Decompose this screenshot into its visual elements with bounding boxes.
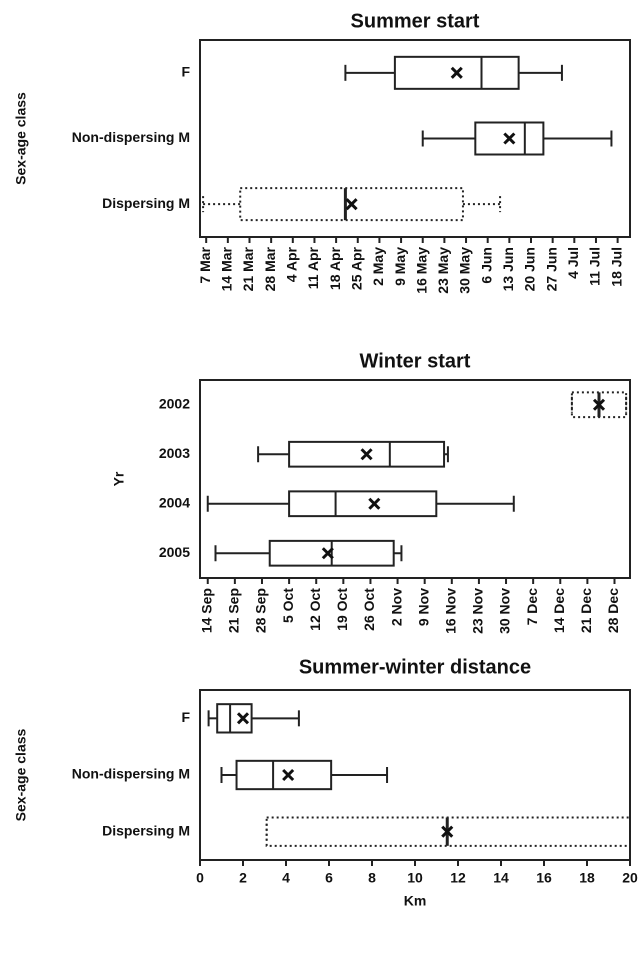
x-tick-label: 10 bbox=[407, 870, 423, 886]
plot-frame bbox=[199, 379, 631, 579]
x-axis-label: Km bbox=[404, 893, 427, 909]
x-tick-label: 16 Nov bbox=[443, 588, 459, 634]
x-tick-label: 5 Oct bbox=[280, 588, 296, 623]
plot-frame bbox=[199, 689, 631, 861]
mean-marker bbox=[441, 825, 454, 838]
x-tick-label: 20 bbox=[622, 870, 638, 886]
x-tick-label: 27 Jun bbox=[543, 247, 559, 291]
chart-title: Summer start bbox=[351, 10, 480, 32]
x-tick-label: 18 Jul bbox=[608, 247, 624, 287]
chart-title: Winter start bbox=[360, 350, 471, 372]
x-tick-label: 2 bbox=[239, 870, 247, 886]
x-tick-label: 28 Mar bbox=[262, 246, 278, 291]
x-tick-label: 11 Apr bbox=[305, 246, 321, 289]
x-tick-label: 7 Mar bbox=[197, 246, 213, 283]
x-tick-label: 2 May bbox=[370, 247, 386, 286]
x-tick-label: 12 Oct bbox=[307, 588, 323, 631]
mean-marker bbox=[368, 497, 381, 510]
y-tick-label: 2004 bbox=[159, 494, 190, 510]
mean-marker bbox=[592, 398, 606, 411]
x-tick-label: 0 bbox=[196, 870, 204, 886]
x-tick-label: 2 Nov bbox=[388, 588, 404, 626]
x-tick-label: 7 Dec bbox=[524, 588, 540, 626]
x-tick-label: 12 bbox=[450, 870, 466, 886]
x-tick-label: 14 Sep bbox=[198, 588, 214, 633]
x-tick-label: 8 bbox=[368, 870, 376, 886]
mean-marker bbox=[360, 448, 373, 461]
x-tick-label: 6 bbox=[325, 870, 333, 886]
x-tick-label: 21 Dec bbox=[578, 588, 594, 633]
x-tick-label: 16 May bbox=[413, 247, 429, 294]
x-tick-label: 16 bbox=[536, 870, 552, 886]
chart-title: Summer-winter distance bbox=[299, 656, 531, 678]
mean-marker bbox=[282, 768, 295, 782]
x-tick-label: 28 Dec bbox=[605, 588, 621, 633]
y-tick-label: Non-dispersing M bbox=[72, 129, 190, 145]
box bbox=[393, 55, 520, 90]
mean-marker bbox=[321, 547, 334, 560]
mean-marker bbox=[345, 198, 358, 211]
y-tick-label: F bbox=[181, 64, 190, 80]
mean-marker bbox=[450, 66, 463, 79]
x-tick-label: 19 Oct bbox=[334, 588, 350, 631]
x-tick-label: 14 Mar bbox=[219, 246, 235, 291]
x-tick-label: 9 Nov bbox=[415, 588, 431, 626]
mean-marker bbox=[503, 132, 516, 145]
x-tick-label: 26 Oct bbox=[361, 588, 377, 631]
mean-marker bbox=[236, 712, 250, 725]
y-tick-label: 2005 bbox=[159, 544, 190, 560]
x-tick-label: 23 May bbox=[435, 247, 451, 294]
x-tick-label: 13 Jun bbox=[500, 247, 516, 291]
x-tick-label: 18 bbox=[579, 870, 595, 886]
y-tick-label: 2002 bbox=[159, 395, 190, 411]
x-tick-label: 28 Sep bbox=[253, 588, 269, 633]
box bbox=[474, 121, 545, 156]
x-tick-label: 30 May bbox=[457, 247, 473, 294]
x-tick-label: 11 Jul bbox=[587, 247, 603, 286]
x-tick-label: 23 Nov bbox=[470, 588, 486, 634]
x-tick-label: 6 Jun bbox=[478, 247, 494, 284]
y-axis-label: Sex-age class bbox=[13, 92, 29, 185]
y-axis-label: Yr bbox=[111, 471, 127, 486]
x-tick-label: 25 Apr bbox=[348, 246, 364, 290]
box bbox=[235, 759, 333, 791]
y-tick-label: Dispersing M bbox=[102, 822, 190, 838]
x-tick-label: 20 Jun bbox=[522, 247, 538, 291]
box bbox=[216, 703, 253, 734]
y-tick-label: 2003 bbox=[159, 445, 190, 461]
x-tick-label: 4 Apr bbox=[284, 246, 300, 282]
x-tick-label: 14 Dec bbox=[551, 588, 567, 633]
x-tick-label: 4 Jul bbox=[565, 247, 581, 279]
y-tick-label: F bbox=[181, 709, 190, 725]
x-tick-label: 21 Sep bbox=[226, 588, 242, 633]
y-axis-label: Sex-age class bbox=[13, 728, 29, 821]
x-tick-label: 9 May bbox=[392, 247, 408, 286]
y-tick-label: Dispersing M bbox=[102, 195, 190, 211]
x-tick-label: 21 Mar bbox=[240, 246, 256, 291]
x-tick-label: 4 bbox=[282, 870, 290, 886]
y-tick-label: Non-dispersing M bbox=[72, 766, 190, 782]
x-tick-label: 14 bbox=[493, 870, 509, 886]
box bbox=[288, 440, 446, 468]
x-tick-label: 18 Apr bbox=[327, 246, 343, 290]
plot-frame bbox=[199, 39, 631, 238]
box bbox=[288, 490, 438, 518]
x-tick-label: 30 Nov bbox=[497, 588, 513, 634]
box bbox=[239, 187, 464, 222]
